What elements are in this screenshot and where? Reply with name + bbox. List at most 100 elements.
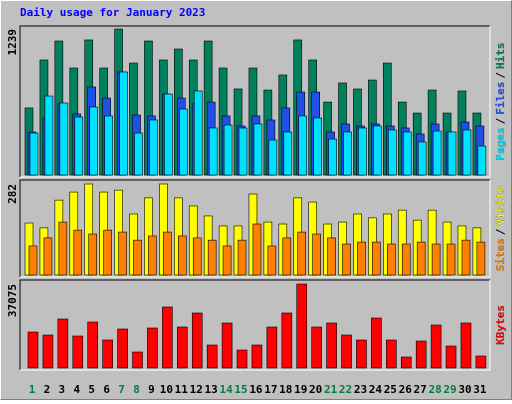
x-tick-label: 13 bbox=[205, 383, 218, 396]
bar bbox=[281, 312, 293, 369]
bar bbox=[282, 237, 292, 276]
bar bbox=[447, 131, 457, 176]
bar bbox=[402, 131, 412, 176]
bar bbox=[193, 90, 203, 176]
bar bbox=[371, 317, 382, 369]
bar bbox=[74, 116, 84, 176]
x-tick-label: 18 bbox=[279, 383, 292, 396]
bar bbox=[221, 322, 233, 369]
bar bbox=[237, 239, 247, 276]
bar bbox=[207, 239, 217, 276]
bar bbox=[475, 355, 487, 369]
legend-entry: Pages bbox=[494, 127, 507, 160]
bar bbox=[132, 351, 143, 369]
y-tick-label: 1239 bbox=[6, 29, 19, 56]
legend-separator: / bbox=[494, 228, 507, 235]
bar bbox=[89, 106, 99, 176]
bar bbox=[342, 243, 351, 276]
bar bbox=[253, 123, 263, 176]
plot-border bbox=[19, 179, 490, 277]
bar bbox=[102, 339, 113, 369]
bar bbox=[164, 93, 173, 176]
plot-border bbox=[19, 25, 490, 177]
bar bbox=[477, 145, 487, 176]
bar bbox=[462, 129, 472, 176]
x-tick-label: 17 bbox=[264, 383, 277, 396]
bar bbox=[268, 139, 278, 176]
x-tick-label: 29 bbox=[443, 383, 456, 396]
bar bbox=[88, 233, 98, 276]
x-tick-label: 25 bbox=[384, 383, 397, 396]
bar bbox=[312, 233, 321, 276]
bar bbox=[400, 356, 412, 369]
bar bbox=[387, 243, 396, 276]
x-tick-label: 9 bbox=[148, 383, 155, 396]
y-tick-label: 37075 bbox=[6, 284, 19, 317]
bar bbox=[328, 138, 337, 176]
bar bbox=[343, 131, 352, 176]
x-tick-label: 26 bbox=[399, 383, 413, 396]
bar bbox=[476, 241, 486, 276]
x-tick-label: 7 bbox=[118, 383, 125, 396]
x-tick-label: 8 bbox=[133, 383, 140, 396]
bar bbox=[134, 132, 143, 176]
bar bbox=[415, 340, 427, 369]
legend-separator: / bbox=[494, 72, 507, 79]
legend-entry: Files bbox=[494, 82, 507, 115]
legend: KBytes bbox=[494, 305, 507, 345]
bar bbox=[372, 241, 381, 276]
bar bbox=[430, 324, 442, 369]
x-tick-label: 21 bbox=[324, 383, 338, 396]
bar bbox=[42, 334, 54, 369]
bar bbox=[266, 326, 278, 369]
bar bbox=[72, 335, 84, 369]
x-tick-label: 15 bbox=[234, 383, 247, 396]
bar bbox=[192, 237, 202, 276]
x-tick-label: 30 bbox=[458, 383, 471, 396]
bar bbox=[43, 237, 53, 276]
bar bbox=[58, 221, 68, 276]
bar bbox=[298, 115, 308, 176]
bar bbox=[29, 132, 39, 176]
plot-border bbox=[20, 26, 491, 178]
bar bbox=[341, 334, 352, 369]
bar bbox=[358, 127, 367, 176]
legend-entry: Hits bbox=[494, 43, 507, 70]
x-tick-label: 12 bbox=[190, 383, 203, 396]
bar bbox=[297, 231, 307, 276]
bar bbox=[104, 115, 113, 176]
x-tick-label: 1 bbox=[29, 383, 36, 396]
x-tick-label: 4 bbox=[73, 383, 80, 396]
bar bbox=[313, 117, 322, 176]
bar bbox=[163, 231, 172, 276]
bar bbox=[236, 349, 248, 369]
x-tick-label: 11 bbox=[175, 383, 189, 396]
bar bbox=[386, 339, 397, 369]
bar bbox=[283, 131, 293, 176]
x-tick-label: 22 bbox=[339, 383, 352, 396]
plot-border bbox=[20, 280, 491, 371]
x-tick-label: 10 bbox=[160, 383, 173, 396]
bar bbox=[251, 344, 263, 369]
bar bbox=[117, 328, 128, 369]
bar bbox=[57, 318, 69, 369]
bar bbox=[206, 344, 218, 369]
x-tick-label: 28 bbox=[428, 383, 441, 396]
x-tick-label: 27 bbox=[414, 383, 427, 396]
x-tick-label: 24 bbox=[369, 383, 383, 396]
bar bbox=[388, 129, 397, 176]
bar bbox=[238, 127, 248, 176]
bar bbox=[149, 119, 158, 176]
x-tick-label: 6 bbox=[103, 383, 110, 396]
x-tick-label: 14 bbox=[219, 383, 233, 396]
bar bbox=[87, 321, 99, 369]
bar bbox=[252, 223, 262, 276]
plot-border bbox=[20, 180, 491, 278]
bar bbox=[417, 141, 427, 176]
bar bbox=[177, 326, 188, 369]
y-tick-label: 282 bbox=[6, 184, 19, 204]
chart-title: Daily usage for January 2023 bbox=[20, 6, 205, 19]
bar bbox=[326, 322, 337, 369]
x-tick-label: 2 bbox=[44, 383, 51, 396]
